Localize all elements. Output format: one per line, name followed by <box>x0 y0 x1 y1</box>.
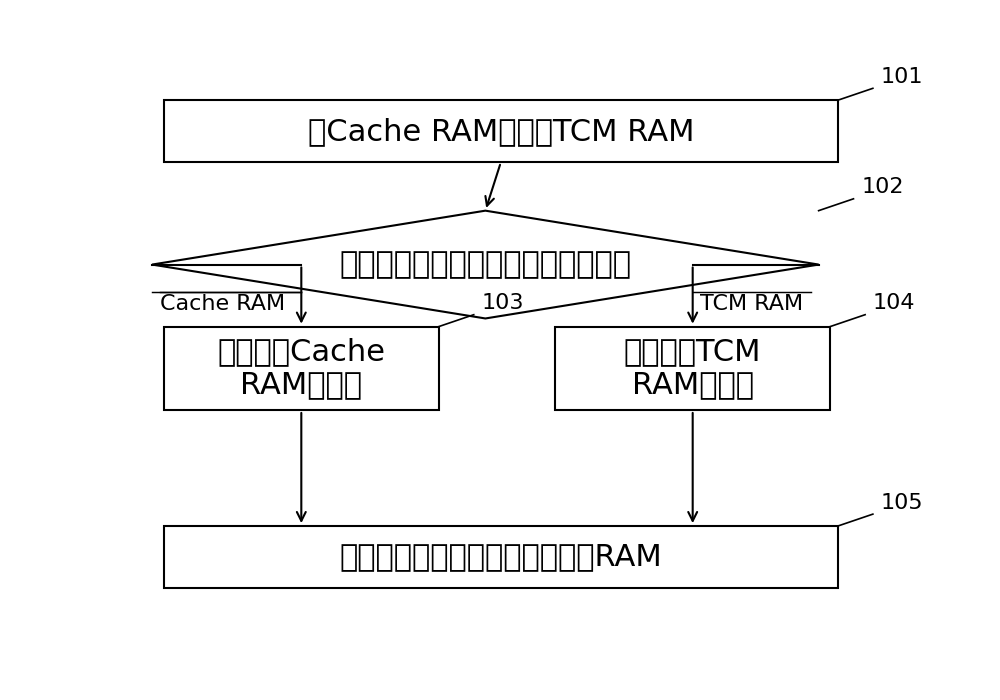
Text: 判断接收到的请求所要访问的存储器: 判断接收到的请求所要访问的存储器 <box>339 250 631 279</box>
Text: 103: 103 <box>482 293 524 313</box>
Text: 将生成的访问请求发送到对应的RAM: 将生成的访问请求发送到对应的RAM <box>340 542 662 571</box>
FancyBboxPatch shape <box>164 326 439 410</box>
Text: 生成访问Cache
RAM的请求: 生成访问Cache RAM的请求 <box>217 337 385 400</box>
FancyBboxPatch shape <box>555 326 830 410</box>
Text: 生成访问TCM
RAM的请求: 生成访问TCM RAM的请求 <box>624 337 761 400</box>
Text: 将Cache RAM配置为TCM RAM: 将Cache RAM配置为TCM RAM <box>308 117 694 146</box>
Text: TCM RAM: TCM RAM <box>700 294 804 314</box>
Text: Cache RAM: Cache RAM <box>160 294 285 314</box>
Polygon shape <box>152 211 819 318</box>
Text: 101: 101 <box>881 66 923 87</box>
FancyBboxPatch shape <box>164 100 838 162</box>
Text: 102: 102 <box>861 177 904 197</box>
Text: 104: 104 <box>873 293 915 313</box>
Text: 105: 105 <box>881 493 923 512</box>
FancyBboxPatch shape <box>164 526 838 588</box>
